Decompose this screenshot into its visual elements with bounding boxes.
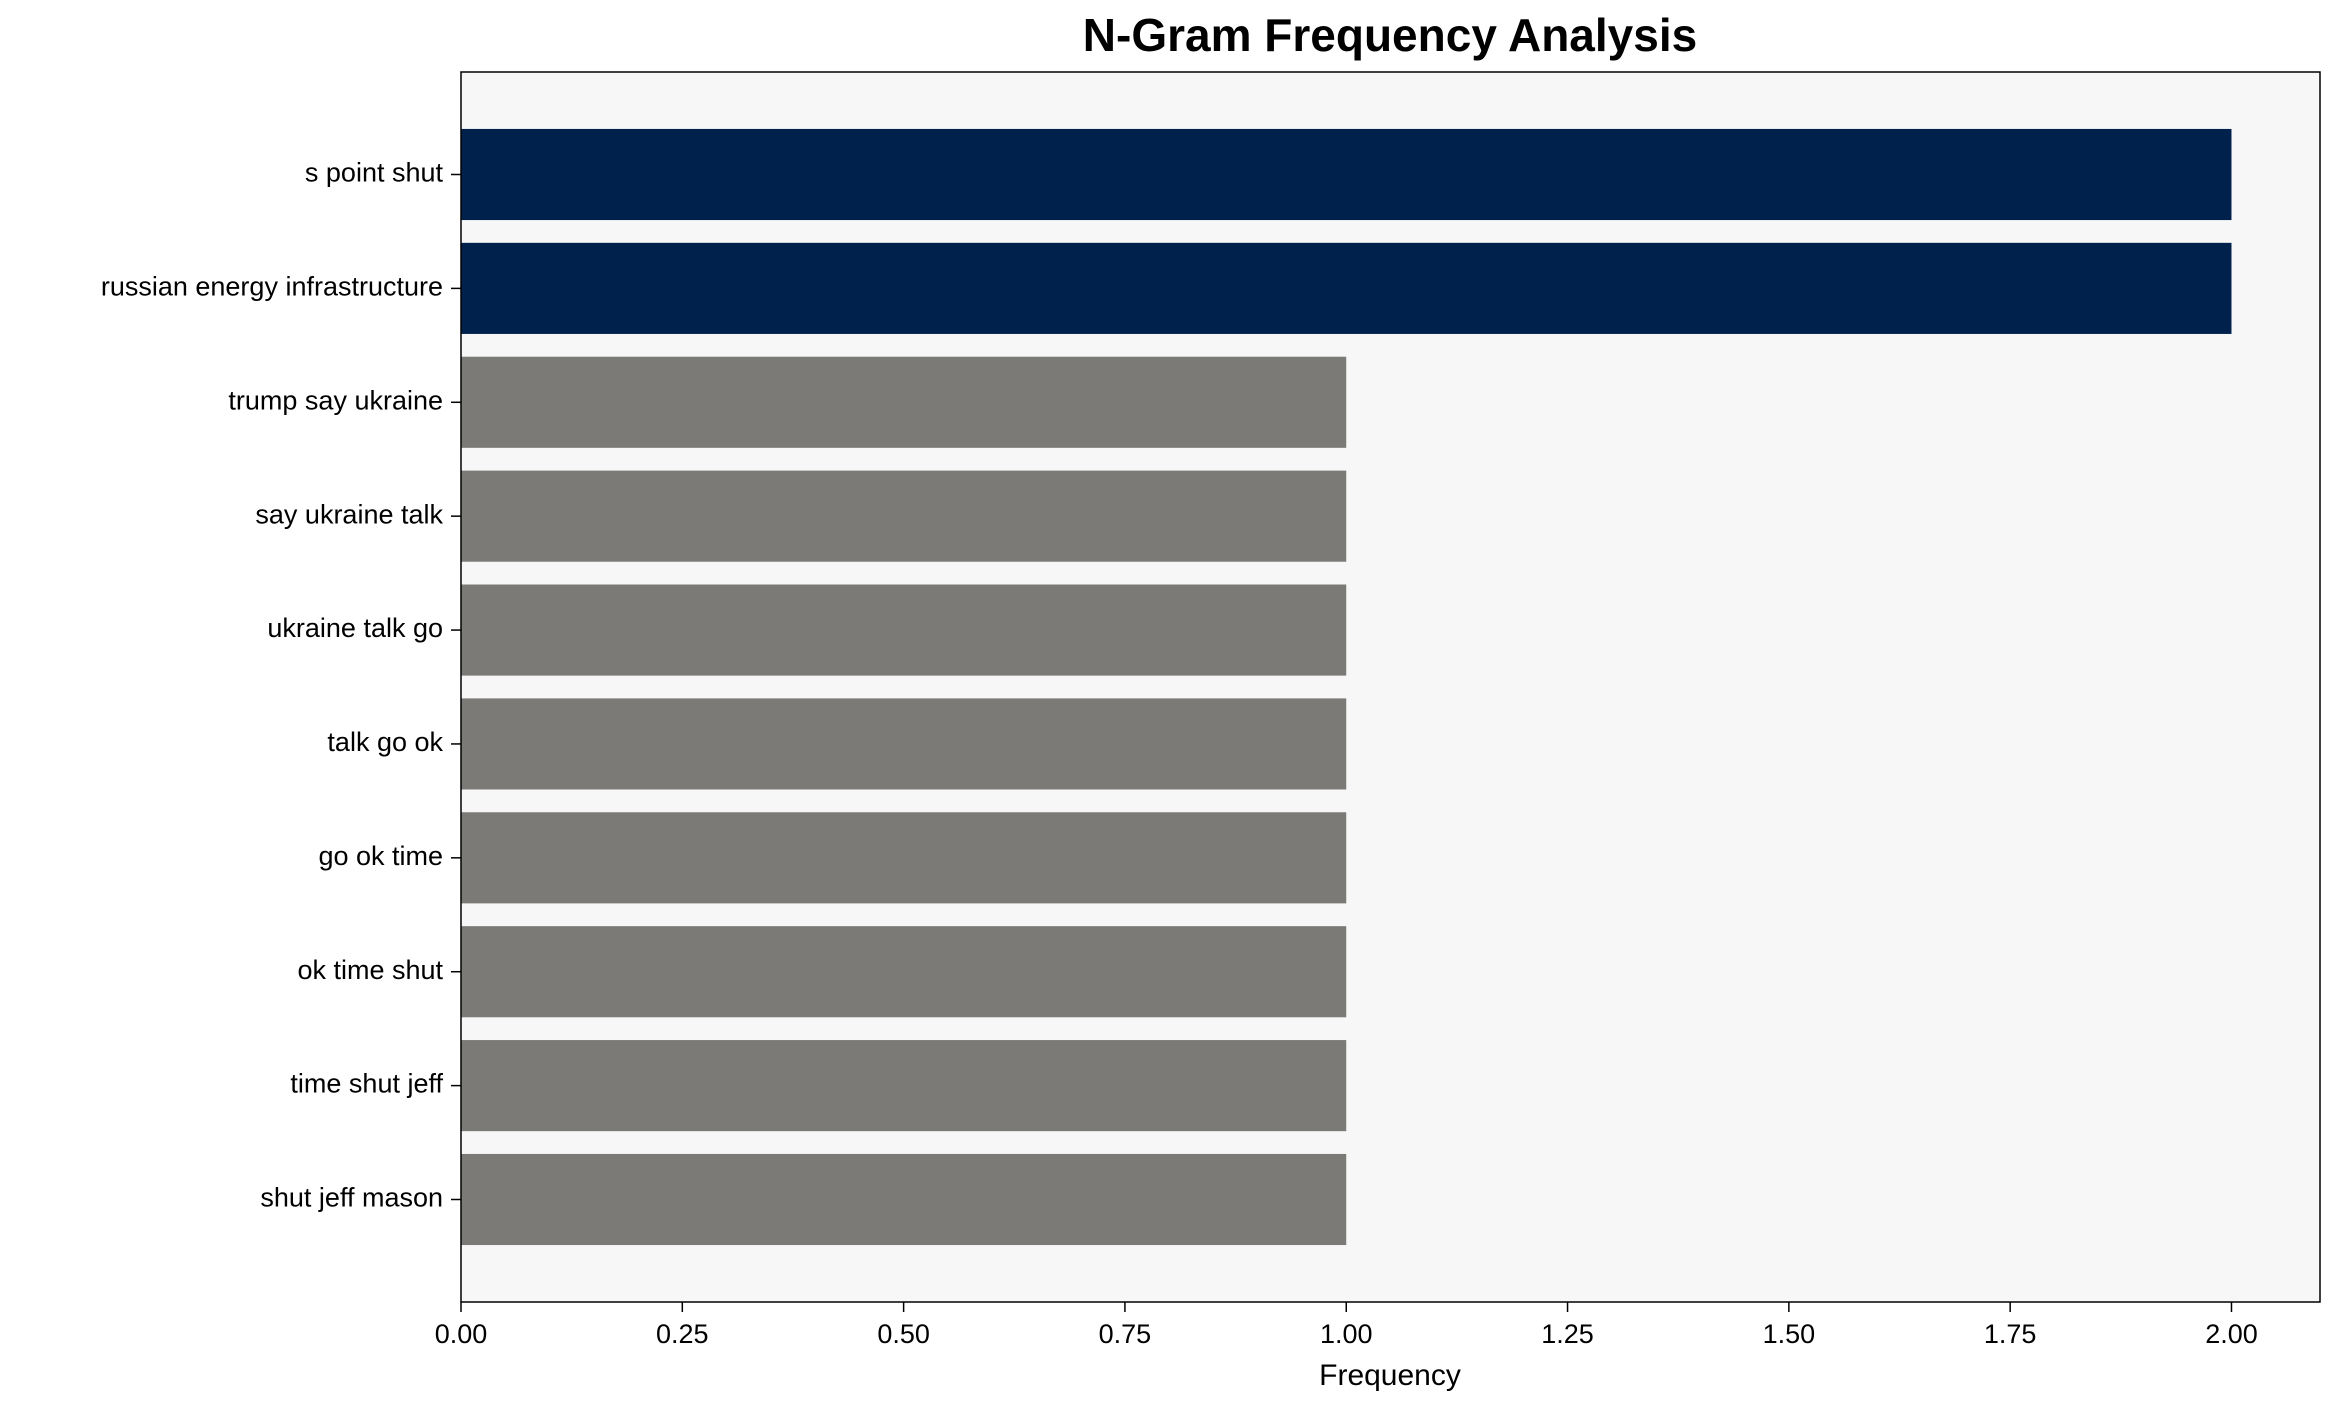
x-tick-label: 0.50 (877, 1319, 930, 1349)
bar (461, 356, 1347, 448)
y-tick-label: shut jeff mason (260, 1183, 443, 1213)
x-axis-label: Frequency (1319, 1359, 1461, 1392)
bar (461, 926, 1347, 1018)
x-tick-label: 0.25 (656, 1319, 709, 1349)
y-tick-label: trump say ukraine (228, 385, 443, 415)
x-tick-label: 1.00 (1320, 1319, 1373, 1349)
bar (461, 1153, 1347, 1246)
y-tick-label: time shut jeff (290, 1069, 443, 1099)
y-tick-label: ok time shut (297, 955, 443, 985)
y-tick-label: say ukraine talk (255, 499, 443, 529)
plot-frame (460, 71, 2321, 1303)
bar (461, 698, 1347, 790)
bar (461, 584, 1347, 676)
y-tick-label: go ok time (318, 841, 443, 871)
bar (461, 1040, 1347, 1132)
bar (461, 470, 1347, 562)
bar (461, 812, 1347, 904)
x-tick-label: 1.50 (1763, 1319, 1816, 1349)
y-tick-label: russian energy infrastructure (101, 272, 443, 302)
x-tick-label: 0.75 (1099, 1319, 1152, 1349)
y-tick-label: talk go ok (327, 727, 443, 757)
x-tick-label: 1.75 (1984, 1319, 2037, 1349)
y-tick-label: ukraine talk go (267, 613, 443, 643)
x-tick-label: 2.00 (2205, 1319, 2258, 1349)
chart-title: N-Gram Frequency Analysis (1083, 9, 1697, 61)
bar (461, 242, 2232, 334)
bar (461, 128, 2232, 221)
x-tick-label: 1.25 (1541, 1319, 1594, 1349)
y-tick-label: s point shut (305, 158, 444, 188)
x-tick-label: 0.00 (435, 1319, 488, 1349)
